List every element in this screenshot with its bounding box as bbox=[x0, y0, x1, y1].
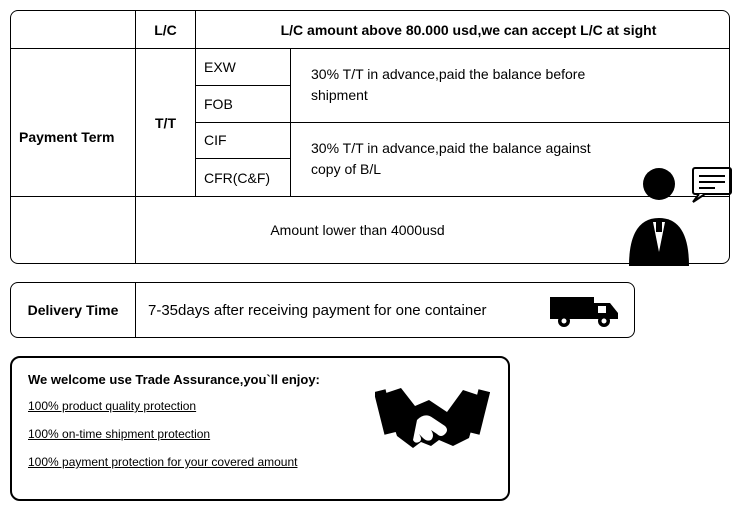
businessman-icon bbox=[615, 156, 735, 266]
tt-term-cif: CIF bbox=[196, 123, 291, 160]
lc-row: Payment Term L/C L/C amount above 80.000… bbox=[11, 11, 729, 49]
tt-term-exw: EXW bbox=[196, 49, 291, 86]
truck-icon bbox=[546, 291, 626, 334]
lc-method: L/C bbox=[136, 11, 196, 48]
delivery-time-table: Delivery Time 7-35days after receiving p… bbox=[10, 282, 635, 338]
trade-assurance-box: We welcome use Trade Assurance,you`ll en… bbox=[10, 356, 510, 501]
tt-terms-col: EXW FOB CIF CFR(C&F) bbox=[196, 49, 291, 196]
tt-term-cfr: CFR(C&F) bbox=[196, 159, 291, 196]
lc-desc: L/C amount above 80.000 usd,we can accep… bbox=[196, 11, 729, 48]
tt-desc-1: 30% T/T in advance,paid the balance befo… bbox=[291, 49, 729, 123]
handshake-icon bbox=[375, 376, 490, 479]
tt-term-fob: FOB bbox=[196, 86, 291, 123]
tt-method: T/T bbox=[136, 49, 196, 197]
payment-term-table: Payment Term L/C L/C amount above 80.000… bbox=[10, 10, 730, 264]
delivery-time-label: Delivery Time bbox=[11, 283, 136, 337]
